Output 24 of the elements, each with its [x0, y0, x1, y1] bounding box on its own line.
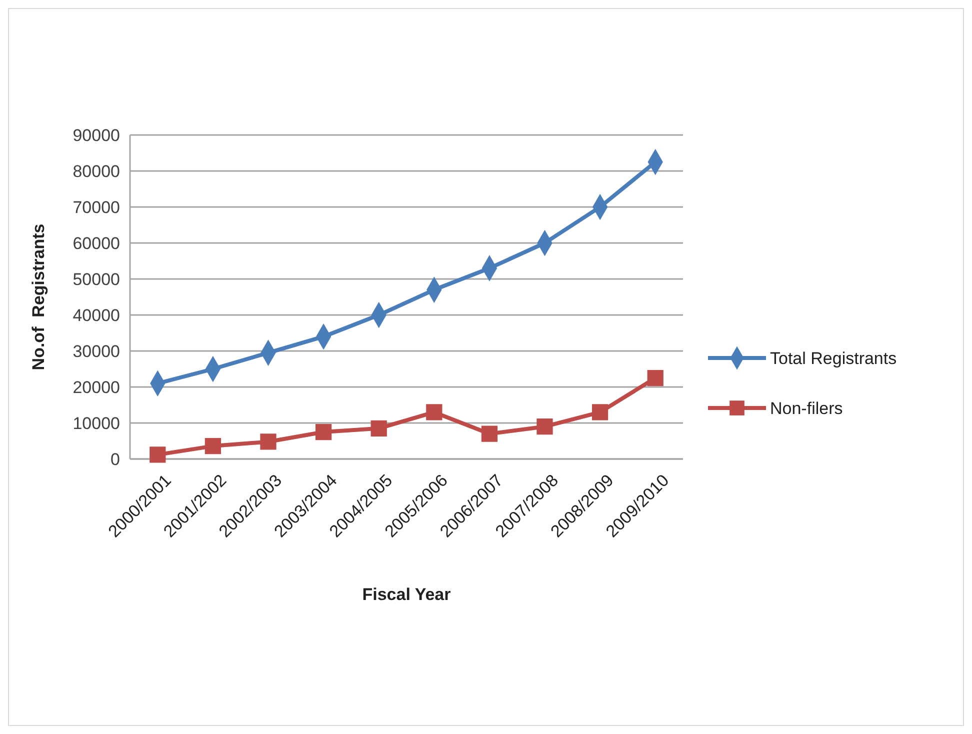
legend-label: Total Registrants: [770, 348, 897, 368]
y-tick-label: 10000: [72, 414, 120, 433]
y-tick-label: 50000: [72, 270, 120, 289]
point: [647, 370, 664, 386]
y-tick-label: 20000: [72, 378, 120, 397]
y-axis-title: No.of Registrants: [29, 224, 48, 370]
legend-label: Non-filers: [770, 398, 843, 418]
point: [536, 418, 553, 435]
point: [481, 426, 498, 442]
y-tick-label: 80000: [72, 162, 120, 181]
point: [315, 424, 332, 440]
point: [204, 438, 222, 454]
point: [370, 420, 387, 436]
y-tick-label: 70000: [72, 198, 120, 217]
point: [426, 404, 442, 420]
point: [592, 404, 608, 420]
y-tick-label: 40000: [72, 306, 120, 325]
point: [260, 434, 276, 450]
point: [150, 446, 166, 463]
y-tick-label: 30000: [72, 342, 120, 361]
y-tick-label: 60000: [72, 234, 120, 253]
y-tick-label: 90000: [72, 126, 120, 145]
y-tick-label: 0: [110, 450, 120, 469]
x-axis-title: Fiscal Year: [362, 585, 452, 604]
